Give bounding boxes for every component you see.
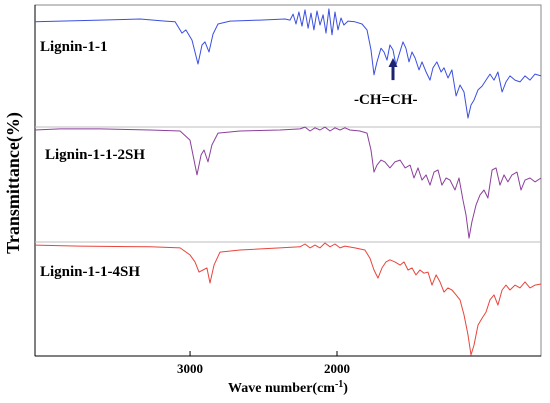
- x-axis-label-close: ): [343, 381, 348, 396]
- series-line-lignin-1-1: [34, 8, 542, 119]
- series-label-lignin-1-1-2sh: Lignin-1-1-2SH: [45, 147, 145, 163]
- series-line-lignin-1-1-4sh: [34, 242, 542, 356]
- series-layer: [34, 8, 542, 356]
- annotation-arrow-head: [388, 58, 398, 68]
- x-axis-label-superscript: -1: [335, 379, 343, 390]
- x-ticks: 3000 2000: [177, 351, 350, 376]
- y-axis-label: Transmittance(%): [3, 112, 24, 254]
- x-tick-label-2000: 2000: [324, 361, 350, 376]
- series-line-lignin-1-1-2sh: [34, 126, 542, 239]
- x-axis-label-main: Wave number(cm: [228, 381, 335, 396]
- x-axis-label: Wave number(cm-1): [228, 379, 348, 396]
- series-label-lignin-1-1-4sh: Lignin-1-1-4SH: [40, 264, 140, 280]
- annotation-layer: [388, 58, 398, 81]
- annotation-label: -CH=CH-: [354, 92, 418, 108]
- series-label-lignin-1-1: Lignin-1-1: [40, 39, 108, 55]
- plot-frame: [34, 4, 542, 357]
- x-tick-label-3000: 3000: [177, 361, 203, 376]
